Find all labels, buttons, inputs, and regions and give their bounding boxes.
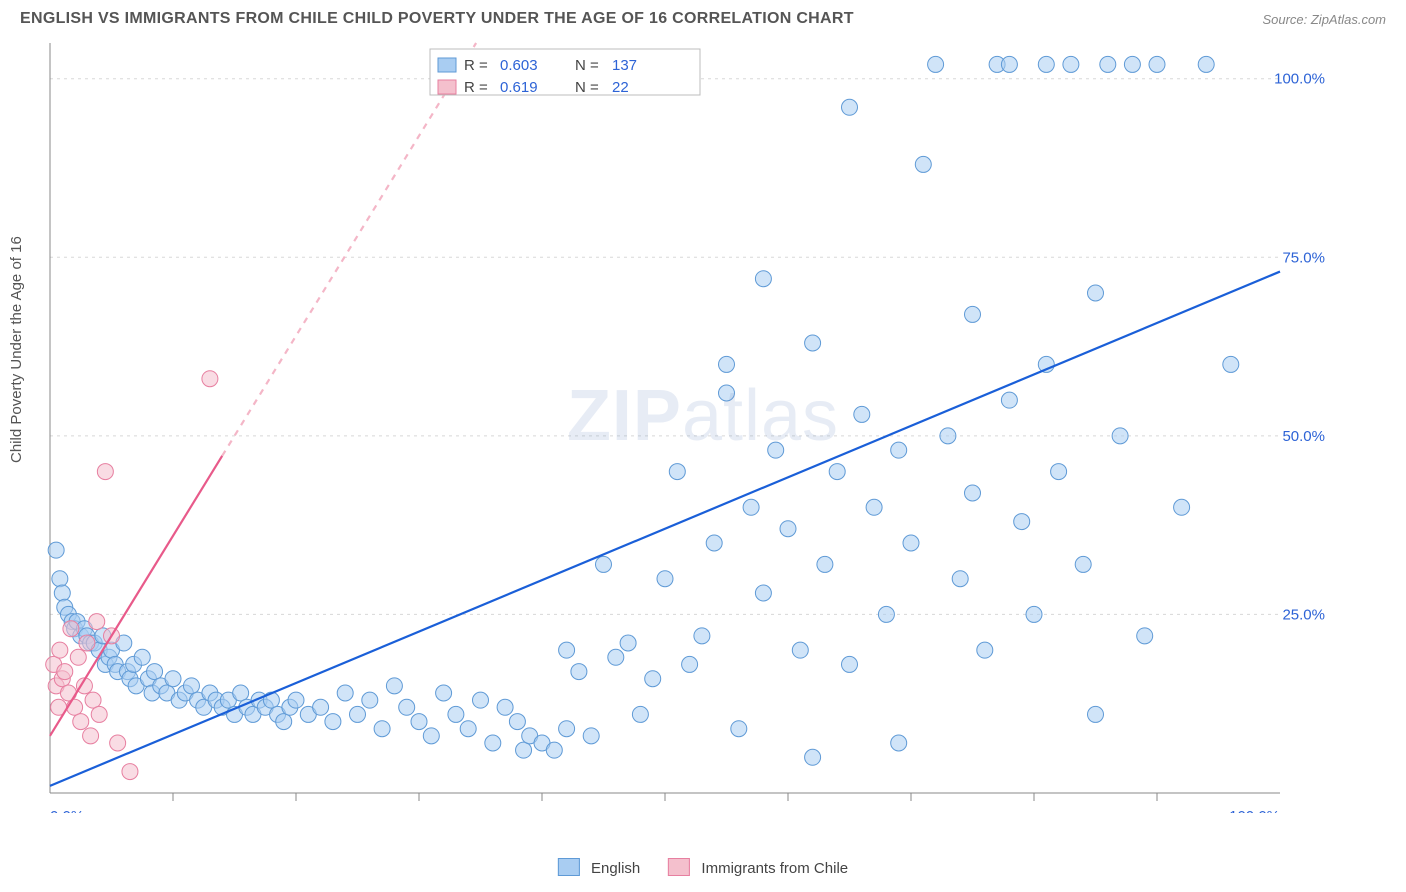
chart-area: Child Poverty Under the Age of 16 ZIPatl… — [0, 33, 1406, 883]
svg-text:100.0%: 100.0% — [1229, 808, 1280, 813]
legend-label: Immigrants from Chile — [701, 860, 848, 877]
chart-source: Source: ZipAtlas.com — [1262, 12, 1386, 27]
svg-text:R =: R = — [464, 57, 488, 74]
svg-text:25.0%: 25.0% — [1282, 606, 1325, 623]
header: ENGLISH VS IMMIGRANTS FROM CHILE CHILD P… — [0, 0, 1406, 33]
legend-label: English — [591, 860, 640, 877]
svg-text:N =: N = — [575, 79, 599, 96]
bottom-legend: English Immigrants from Chile — [558, 858, 848, 877]
svg-text:R =: R = — [464, 79, 488, 96]
legend-swatch-icon — [668, 858, 690, 876]
svg-text:0.603: 0.603 — [500, 57, 538, 74]
scatter-chart: 0.0% 100.0% 25.0% 50.0% 75.0% 100.0% R = 0.603 N… — [0, 33, 1330, 813]
svg-text:0.619: 0.619 — [500, 79, 538, 96]
legend-item-chile: Immigrants from Chile — [668, 858, 848, 877]
legend-item-english: English — [558, 858, 640, 877]
svg-text:N =: N = — [575, 57, 599, 74]
svg-text:50.0%: 50.0% — [1282, 428, 1325, 445]
svg-text:0.0%: 0.0% — [50, 808, 84, 813]
svg-text:100.0%: 100.0% — [1274, 71, 1325, 88]
svg-text:75.0%: 75.0% — [1282, 249, 1325, 266]
chart-title: ENGLISH VS IMMIGRANTS FROM CHILE CHILD P… — [20, 10, 854, 28]
svg-text:137: 137 — [612, 57, 637, 74]
svg-text:22: 22 — [612, 79, 629, 96]
legend-swatch-icon — [558, 858, 580, 876]
y-axis-label: Child Poverty Under the Age of 16 — [8, 236, 25, 463]
